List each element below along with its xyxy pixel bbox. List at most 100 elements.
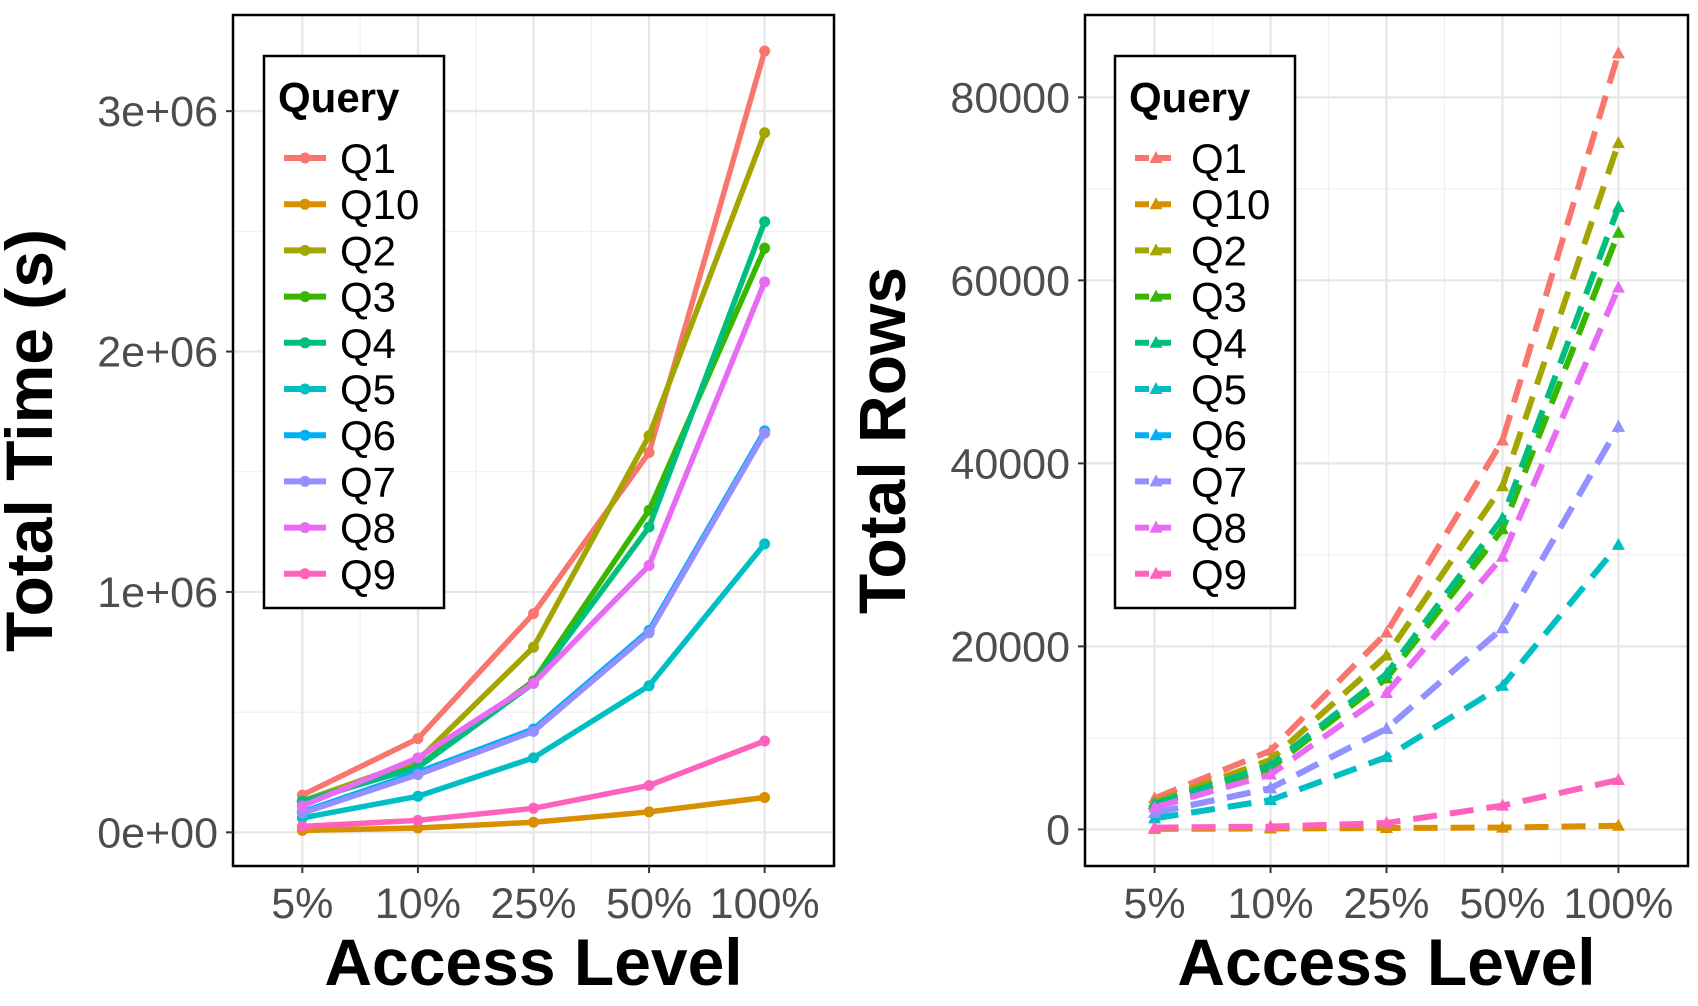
legend-marker-q4 (299, 337, 311, 349)
legend-label-q3: Q3 (340, 274, 396, 321)
x-tick-label: 5% (271, 880, 333, 928)
legend-label-q8: Q8 (1191, 505, 1247, 552)
data-point-q10 (528, 816, 539, 828)
data-point-q9 (1264, 819, 1278, 832)
data-point-q1 (528, 608, 539, 620)
legend-marker-q3 (1149, 289, 1163, 302)
data-point-q3 (1611, 225, 1625, 238)
data-point-q5 (1611, 537, 1625, 550)
data-point-q5 (1264, 793, 1278, 806)
data-point-q7 (1611, 419, 1625, 432)
data-point-q7 (759, 427, 771, 439)
data-point-q4 (1611, 200, 1625, 213)
x-tick-label: 5% (1123, 880, 1185, 928)
data-point-q7 (1264, 781, 1278, 794)
series-layer (1148, 46, 1625, 834)
legend-marker-q5 (299, 383, 311, 395)
data-point-q8 (296, 800, 308, 812)
legend-marker-q10 (1149, 197, 1163, 210)
time-chart-panel: 0e+00 1e+06 2e+06 3e+06 5% 10% 25% 50% 100%Acces… (0, 13, 836, 999)
data-point-q8 (1148, 800, 1162, 813)
data-point-q10 (1611, 818, 1625, 831)
legend-label-q9: Q9 (340, 551, 396, 598)
x-tick-label: 25% (490, 880, 576, 928)
data-point-q5 (1380, 750, 1393, 763)
data-point-q8 (412, 752, 424, 764)
legend-marker-q7 (1149, 474, 1163, 487)
y-tick-label: 0e+00 (97, 809, 218, 857)
legend-marker-q2 (1149, 243, 1163, 256)
data-point-q10 (643, 806, 655, 818)
x-axis-title: Access Level (324, 925, 742, 999)
legend-marker-q6 (1149, 428, 1163, 441)
data-point-q8 (643, 560, 655, 572)
y-axis-title: Total Rows (845, 267, 919, 614)
legend-label-q8: Q8 (340, 505, 396, 552)
legend-marker-q3 (299, 291, 311, 303)
data-point-q10 (412, 822, 424, 834)
legend-box (262, 54, 446, 610)
legend-title: Query (1129, 74, 1251, 121)
data-point-q1 (1380, 625, 1393, 638)
legend-marker-q7 (299, 475, 311, 487)
data-point-q1 (1611, 46, 1625, 59)
legend-box (1113, 54, 1297, 610)
data-point-q2 (759, 127, 771, 139)
data-point-q4 (1380, 666, 1393, 679)
legend-label-q7: Q7 (1191, 458, 1247, 505)
x-tick-label: 10% (1227, 880, 1313, 928)
series-layer (296, 45, 771, 836)
data-point-q3 (759, 242, 771, 254)
data-point-q7 (1495, 621, 1509, 634)
data-point-q2 (1380, 648, 1393, 661)
data-point-q9 (643, 779, 655, 791)
data-point-q1 (1495, 433, 1509, 446)
legend-label-q5: Q5 (1191, 366, 1247, 413)
legend-marker-q8 (299, 522, 311, 534)
legend-marker-q10 (299, 198, 311, 210)
legend-label-q3: Q3 (1191, 274, 1247, 321)
data-point-q7 (412, 769, 424, 781)
data-point-q1 (759, 45, 771, 57)
data-point-q5 (528, 752, 539, 764)
legend-marker-q8 (1149, 520, 1163, 533)
y-axis-title: Total Time (s) (0, 229, 66, 652)
y-tick-label: 80000 (950, 74, 1070, 122)
data-point-q8 (1495, 549, 1509, 562)
x-tick-label: 50% (1459, 880, 1545, 928)
series-line-q7 (1153, 425, 1622, 816)
series-line-q1 (1153, 52, 1622, 802)
legend-label-q5: Q5 (340, 366, 396, 413)
legend-label-q4: Q4 (1191, 320, 1247, 367)
legend-title: Query (278, 74, 400, 121)
data-point-q7 (528, 725, 539, 737)
x-tick-label: 10% (375, 880, 461, 928)
legend-label-q10: Q10 (340, 181, 419, 228)
data-point-q9 (296, 820, 308, 832)
data-point-q8 (528, 677, 539, 689)
data-point-q5 (759, 538, 771, 550)
data-point-q10 (759, 791, 771, 803)
legend-label-q1: Q1 (340, 135, 396, 182)
y-tick-label: 3e+06 (97, 88, 218, 136)
data-point-q9 (759, 735, 771, 747)
legend-marker-q4 (1149, 335, 1163, 348)
legend-label-q2: Q2 (1191, 227, 1247, 274)
legend-marker-q6 (299, 429, 311, 441)
legend-marker-q1 (1149, 151, 1163, 163)
data-point-q2 (1611, 136, 1625, 149)
legend-marker-q2 (299, 244, 311, 256)
legend-label-q1: Q1 (1191, 135, 1247, 182)
x-tick-label: 100% (1563, 880, 1673, 928)
x-tick-label: 100% (710, 880, 820, 928)
y-tick-label: 2e+06 (97, 329, 218, 377)
y-tick-label: 1e+06 (97, 569, 218, 617)
data-point-q4 (1264, 758, 1278, 771)
x-axis-title: Access Level (1177, 925, 1595, 999)
data-point-q9 (1495, 798, 1509, 811)
data-point-q8 (1264, 767, 1278, 780)
data-point-q5 (412, 790, 424, 802)
legend-label-q7: Q7 (340, 458, 396, 505)
